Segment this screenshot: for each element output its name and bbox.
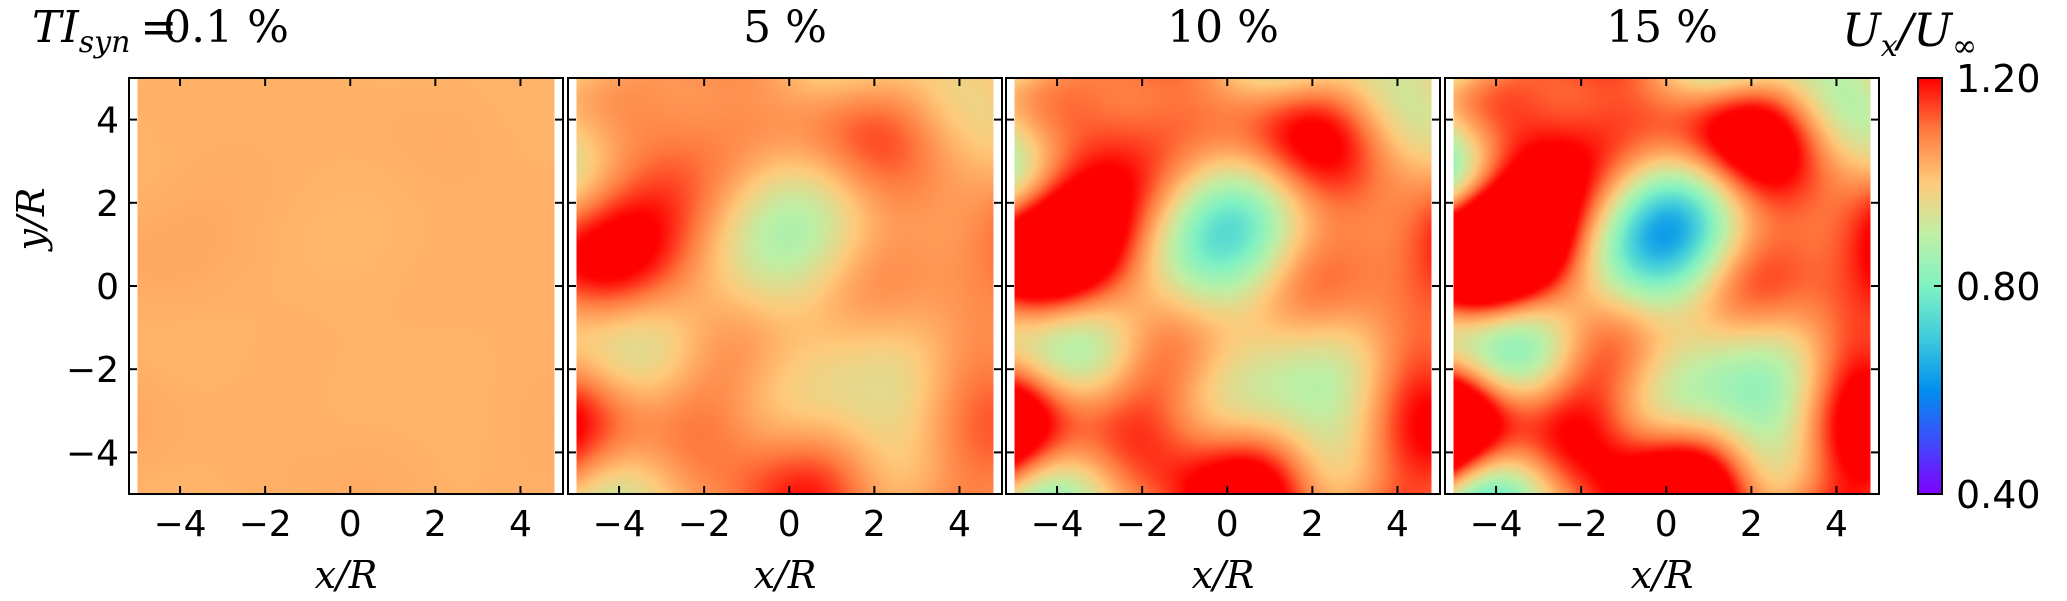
heatmap-image [1014, 78, 1432, 494]
x-tick-label: 4 [948, 504, 971, 545]
colorbar-tick-label: 1.20 [1956, 57, 2041, 101]
x-tick-label: 2 [1740, 504, 1763, 545]
colorbar: 1.20 0.80 0.40 Ux/U∞ [1842, 3, 2041, 517]
x-axis-label: x/R [1631, 553, 1694, 597]
x-tick-label: −4 [593, 504, 646, 545]
colorbar-tick-label: 0.40 [1956, 473, 2041, 517]
heatmap-image [1453, 78, 1871, 494]
y-tick-label: −2 [66, 350, 119, 391]
x-tick-label: −2 [1555, 504, 1608, 545]
panel-1: 0.1 % −4 −2 0 2 4 x/R 4 2 0 −2 −4 [66, 2, 564, 597]
heatmap-image [576, 78, 994, 494]
ti-prefix-subscript: syn [79, 25, 131, 60]
panel-title: 0.1 % [163, 2, 289, 53]
panels-group: 0.1 % −4 −2 0 2 4 x/R 4 2 0 −2 −4 5 % −4 −2 0 2 4 x/R 10 % −… [66, 2, 1880, 597]
colorbar-ticks: 1.20 0.80 0.40 [1934, 57, 2041, 517]
heatmap-image [137, 78, 555, 494]
x-tick-label: 0 [339, 504, 362, 545]
panel-title: 15 % [1606, 2, 1718, 53]
panel-title: 5 % [743, 2, 827, 53]
x-axis-label: x/R [754, 553, 817, 597]
x-tick-label: −4 [154, 504, 207, 545]
panel-4: 15 % −4 −2 0 2 4 x/R [1444, 2, 1880, 597]
colorbar-title: Ux/U∞ [1842, 3, 1977, 64]
y-tick-label: 4 [96, 101, 119, 142]
y-tick-label: 0 [96, 267, 119, 308]
x-axis-label: x/R [1192, 553, 1255, 597]
x-axis-label: x/R [315, 553, 378, 597]
x-tick-label: 0 [1655, 504, 1678, 545]
panel-2: 5 % −4 −2 0 2 4 x/R [567, 2, 1003, 597]
x-tick-label: 2 [863, 504, 886, 545]
x-tick-label: −4 [1470, 504, 1523, 545]
x-tick-label: −4 [1031, 504, 1084, 545]
x-tick-label: 0 [778, 504, 801, 545]
x-tick-label: −2 [678, 504, 731, 545]
y-tick-label: 2 [96, 184, 119, 225]
x-tick-label: 4 [1825, 504, 1848, 545]
x-tick-label: 0 [1216, 504, 1239, 545]
x-tick-label: 4 [1386, 504, 1409, 545]
panel-3: 10 % −4 −2 0 2 4 x/R [1005, 2, 1441, 597]
y-tick-label: −4 [66, 433, 119, 474]
x-tick-label: −2 [239, 504, 292, 545]
x-tick-label: −2 [1116, 504, 1169, 545]
y-axis-label: y/R [9, 188, 53, 253]
ti-prefix-label: TIsyn = [32, 2, 177, 60]
ti-prefix-equals: = [140, 2, 177, 53]
panel-title: 10 % [1167, 2, 1279, 53]
x-tick-label: 2 [424, 504, 447, 545]
colorbar-tick-label: 0.80 [1956, 265, 2041, 309]
x-tick-label: 2 [1301, 504, 1324, 545]
x-tick-label: 4 [509, 504, 532, 545]
